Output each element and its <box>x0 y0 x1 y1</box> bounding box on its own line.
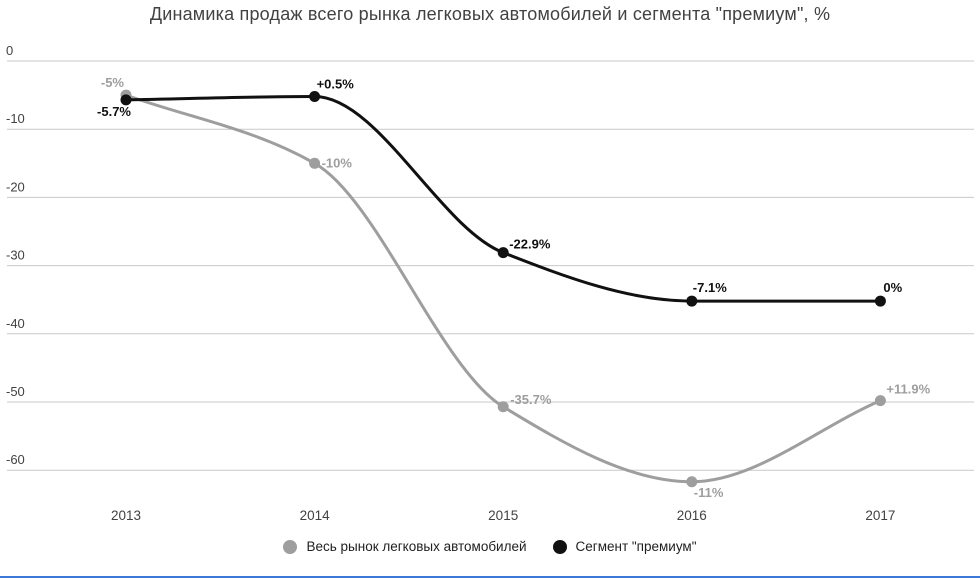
x-tick-label: 2016 <box>677 508 707 523</box>
data-point[interactable] <box>120 94 132 106</box>
legend-item-premium-segment[interactable]: Сегмент "премиум" <box>552 539 697 554</box>
x-tick-label: 2013 <box>111 508 141 523</box>
y-tick-label: -30 <box>6 248 25 263</box>
y-tick-label: -60 <box>6 452 25 467</box>
data-point[interactable] <box>874 295 886 307</box>
legend-item-whole-market[interactable]: Весь рынок легковых автомобилей <box>283 539 527 554</box>
legend-label-whole-market: Весь рынок легковых автомобилей <box>306 539 527 554</box>
data-label: -7.1% <box>693 280 727 295</box>
x-tick-label: 2015 <box>488 508 518 523</box>
y-tick-label: -20 <box>6 179 25 194</box>
data-point[interactable] <box>497 401 509 413</box>
data-label: 0% <box>883 280 902 295</box>
chart-legend: Весь рынок легковых автомобилей Сегмент … <box>0 539 980 554</box>
data-point[interactable] <box>497 247 509 259</box>
data-label: +11.9% <box>886 382 930 397</box>
series-line-0 <box>124 93 882 484</box>
data-label: -35.7% <box>510 392 552 407</box>
chart-title: Динамика продаж всего рынка легковых авт… <box>149 4 831 24</box>
data-point[interactable] <box>309 157 321 169</box>
data-point[interactable] <box>874 395 886 407</box>
data-label: +0.5% <box>317 76 355 91</box>
data-label: -11% <box>694 485 724 500</box>
x-tick-label: 2014 <box>300 508 331 523</box>
y-tick-label: -10 <box>6 111 25 126</box>
x-tick-label: 2017 <box>865 508 895 523</box>
series-line-1 <box>124 94 882 303</box>
data-point[interactable] <box>309 90 321 102</box>
line-chart-plot-area: 0 -10 -20 -30 -40 -50 -60 2013 2014 2015 2016 2017 -… <box>6 43 974 523</box>
data-label: -5.7% <box>97 104 131 119</box>
legend-marker-whole-market-icon <box>283 539 298 554</box>
data-label: -22.9% <box>509 237 551 252</box>
y-tick-label: 0 <box>6 43 13 58</box>
legend-label-premium-segment: Сегмент "премиум" <box>575 539 697 554</box>
line-chart-svg: 0 -10 -20 -30 -40 -50 -60 2013 2014 2015 2016 2017 -… <box>6 43 974 523</box>
data-point[interactable] <box>686 476 698 488</box>
y-tick-label: -40 <box>6 316 25 331</box>
data-label: -5% <box>101 75 125 90</box>
bottom-accent-bar <box>0 576 980 578</box>
data-point[interactable] <box>686 295 698 307</box>
data-label: -10% <box>322 155 353 170</box>
legend-marker-premium-segment-icon <box>552 539 567 554</box>
y-tick-label: -50 <box>6 384 25 399</box>
